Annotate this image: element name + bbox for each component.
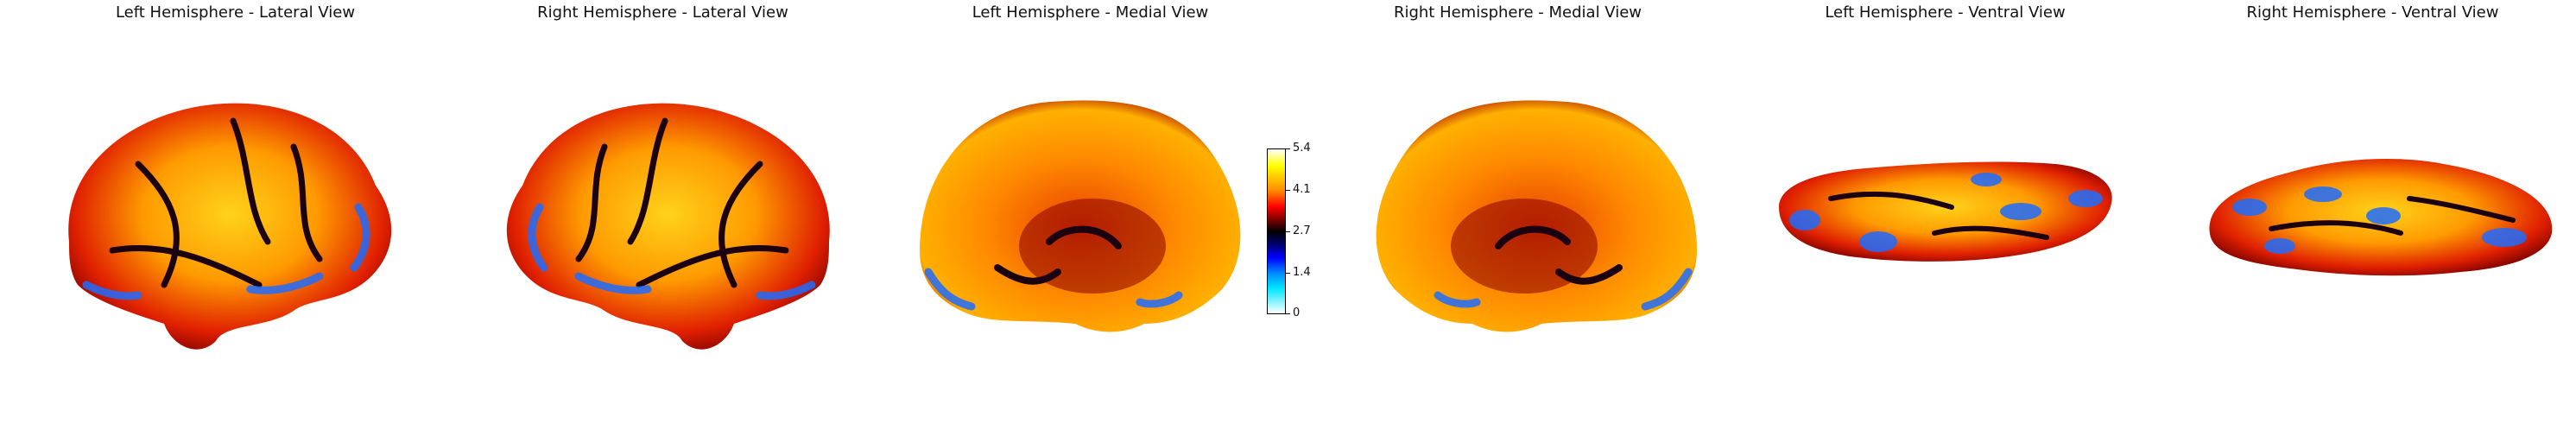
panel-title-lh-ventral: Left Hemisphere - Ventral View [1710,3,2180,22]
brain-rh-ventral [2185,26,2576,423]
brain-lh-ventral [1762,26,2159,423]
colorbar-tick-label: 2.7 [1293,225,1311,237]
colorbar-tick [1285,313,1290,314]
brain-lh-medial [894,26,1291,423]
colorbar-tick [1285,148,1290,149]
colorbar-tick [1285,190,1290,191]
panel-title-rh-medial: Right Hemisphere - Medial View [1282,3,1753,22]
colorbar-tick [1285,273,1290,274]
panel-title-rh-ventral: Right Hemisphere - Ventral View [2137,3,2576,22]
panel-title-lh-lateral: Left Hemisphere - Lateral View [0,3,471,22]
brain-rh-medial [1326,26,1723,423]
colorbar [1267,148,1286,314]
brain-rh-lateral [466,26,864,423]
colorbar-tick-label: 5.4 [1293,142,1311,155]
colorbar-tick-label: 1.4 [1293,267,1311,279]
panel-title-lh-medial: Left Hemisphere - Medial View [855,3,1326,22]
colorbar-tick-label: 4.1 [1293,184,1311,196]
colorbar-tick-label: 0 [1293,307,1300,319]
brain-lh-lateral [35,26,432,423]
panel-title-rh-lateral: Right Hemisphere - Lateral View [427,3,898,22]
colorbar-tick [1285,231,1290,232]
